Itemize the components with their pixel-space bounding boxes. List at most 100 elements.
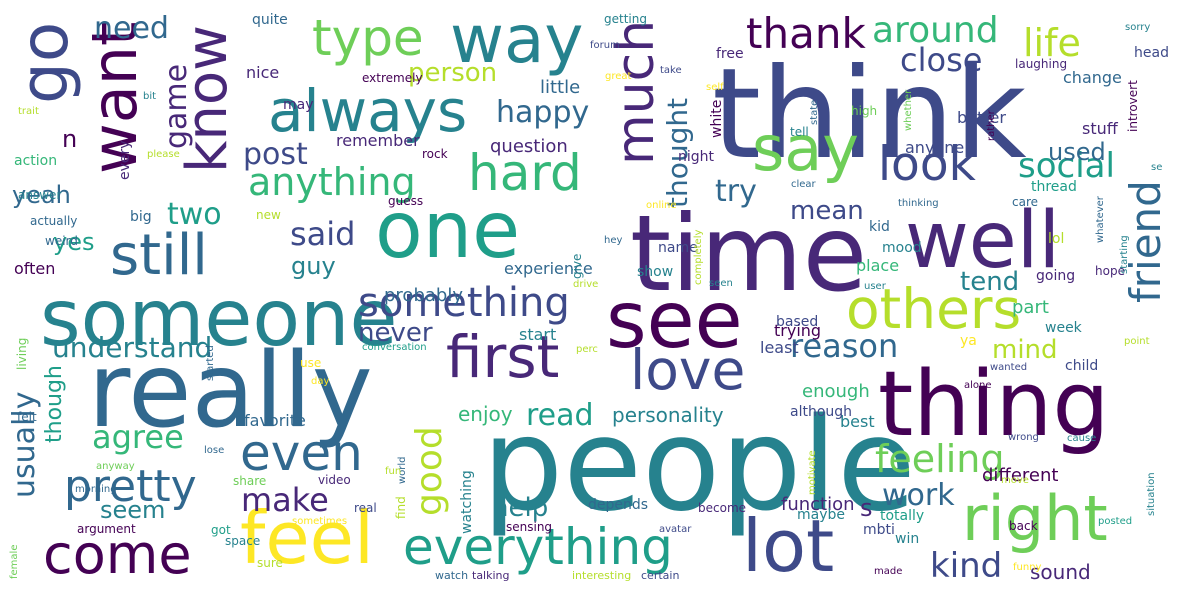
cloud-word-stuff: stuff xyxy=(1082,119,1118,138)
cloud-word-day: day xyxy=(311,376,330,387)
cloud-word-change: change xyxy=(1063,68,1122,87)
cloud-word-rather: rather xyxy=(986,109,997,141)
cloud-word-based: based xyxy=(776,314,819,330)
cloud-word-better: better xyxy=(957,108,1006,127)
cloud-word-child: child xyxy=(1065,358,1099,374)
cloud-word-conversation: conversation xyxy=(362,342,427,353)
cloud-word-understand: understand xyxy=(52,331,213,364)
cloud-word-head: head xyxy=(1134,45,1169,61)
cloud-word-thing: thing xyxy=(878,352,1110,457)
cloud-word-weird: weird xyxy=(45,234,78,248)
cloud-word-actually: actually xyxy=(30,214,78,228)
cloud-word-please: please xyxy=(147,149,180,160)
cloud-word-favorite: favorite xyxy=(244,411,306,430)
cloud-word-hey: hey xyxy=(604,235,623,246)
cloud-word-point: point xyxy=(1124,336,1150,347)
cloud-word-watch: watch xyxy=(435,569,469,582)
cloud-word-sound: sound xyxy=(1030,560,1091,584)
cloud-word-s: s xyxy=(860,494,873,522)
cloud-word-starting: starting xyxy=(1119,234,1130,274)
cloud-word-type: type xyxy=(312,9,424,67)
cloud-word-read: read xyxy=(526,398,594,433)
cloud-word-nice: nice xyxy=(246,63,280,82)
cloud-word-win: win xyxy=(895,531,920,547)
cloud-word-often: often xyxy=(14,259,56,278)
cloud-word-although: although xyxy=(790,404,853,420)
cloud-word-funny: funny xyxy=(1013,562,1042,573)
cloud-word-agree: agree xyxy=(92,418,184,456)
cloud-word-cause: cause xyxy=(1067,433,1097,444)
cloud-word-started: started xyxy=(205,344,216,381)
cloud-word-morning: morning xyxy=(75,484,117,495)
cloud-word-little: little xyxy=(540,77,581,98)
cloud-word-perc: perc xyxy=(576,344,598,355)
cloud-word-usually: usually xyxy=(7,391,42,499)
cloud-word-name: name xyxy=(658,240,698,256)
cloud-word-enjoy: enjoy xyxy=(458,402,513,426)
cloud-word-back: back xyxy=(1009,519,1038,533)
cloud-word-trying: trying xyxy=(774,321,822,340)
cloud-word-night: night xyxy=(678,149,715,165)
cloud-word-one: one xyxy=(375,186,521,276)
cloud-word-wanted: wanted xyxy=(990,362,1028,373)
cloud-word-everything: everything xyxy=(403,518,673,576)
cloud-word-friend: friend xyxy=(1121,179,1170,303)
cloud-word-make: make xyxy=(241,481,329,519)
cloud-word-video: video xyxy=(318,473,351,487)
cloud-word-mbti: mbti xyxy=(863,522,895,538)
cloud-word-happy: happy xyxy=(496,95,590,130)
cloud-word-clear: clear xyxy=(791,179,816,190)
cloud-word-place: place xyxy=(856,256,900,275)
cloud-word-great: great xyxy=(605,71,632,82)
cloud-word-kid: kid xyxy=(869,219,890,235)
cloud-word-laughing: laughing xyxy=(1015,57,1068,71)
cloud-word-argument: argument xyxy=(77,522,136,536)
cloud-word-rock: rock xyxy=(422,147,448,161)
cloud-word-big: big xyxy=(130,209,152,225)
cloud-word-mean: mean xyxy=(790,196,864,226)
cloud-word-thank: thank xyxy=(746,9,866,58)
cloud-word-hard: hard xyxy=(468,144,582,202)
cloud-word-enough: enough xyxy=(802,381,870,402)
cloud-word-drive: drive xyxy=(573,279,599,290)
cloud-word-said: said xyxy=(290,215,356,253)
cloud-word-watching: watching xyxy=(459,469,475,534)
cloud-word-thinking: thinking xyxy=(898,198,939,209)
cloud-word-seen: seen xyxy=(709,278,733,289)
cloud-word-different: different xyxy=(982,465,1059,486)
cloud-word-whatever: whatever xyxy=(1095,195,1106,243)
cloud-word-mind: mind xyxy=(992,335,1058,365)
cloud-word-two: two xyxy=(167,197,222,232)
cloud-word-guess: guess xyxy=(388,194,424,208)
cloud-word-well: well xyxy=(905,196,1061,286)
cloud-word-love: love xyxy=(630,338,746,402)
cloud-word-function: function xyxy=(781,494,855,515)
cloud-word-every: every xyxy=(117,139,133,180)
cloud-word-need: need xyxy=(94,11,169,46)
cloud-word-others: others xyxy=(846,277,1022,341)
cloud-word-find: find xyxy=(394,496,408,519)
cloud-word-reason: reason xyxy=(790,327,899,365)
cloud-word-posted: posted xyxy=(1098,516,1133,527)
cloud-word-use: use xyxy=(300,356,322,370)
cloud-word-remember: remember xyxy=(336,131,420,150)
cloud-word-lol: lol xyxy=(1048,231,1065,247)
cloud-word-least: least xyxy=(760,338,799,357)
cloud-word-wrong: wrong xyxy=(1008,432,1039,443)
cloud-word-become: become xyxy=(698,501,747,515)
cloud-word-fun: fun xyxy=(385,466,402,477)
cloud-word-action: action xyxy=(14,153,58,169)
cloud-word-best: best xyxy=(840,412,875,431)
cloud-word-n: n xyxy=(62,125,78,153)
cloud-word-may: may xyxy=(283,97,314,113)
cloud-word-take: take xyxy=(660,65,682,76)
cloud-word-whether: whether xyxy=(903,89,914,132)
cloud-word-high: high xyxy=(851,104,878,118)
cloud-word-see: see xyxy=(606,276,743,366)
cloud-word-go: go xyxy=(6,21,83,105)
cloud-word-state: state xyxy=(809,99,820,126)
cloud-word-going: going xyxy=(1036,268,1076,284)
cloud-word-mood: mood xyxy=(882,240,922,256)
cloud-word-start: start xyxy=(519,325,557,344)
cloud-word-lose: lose xyxy=(204,445,225,456)
